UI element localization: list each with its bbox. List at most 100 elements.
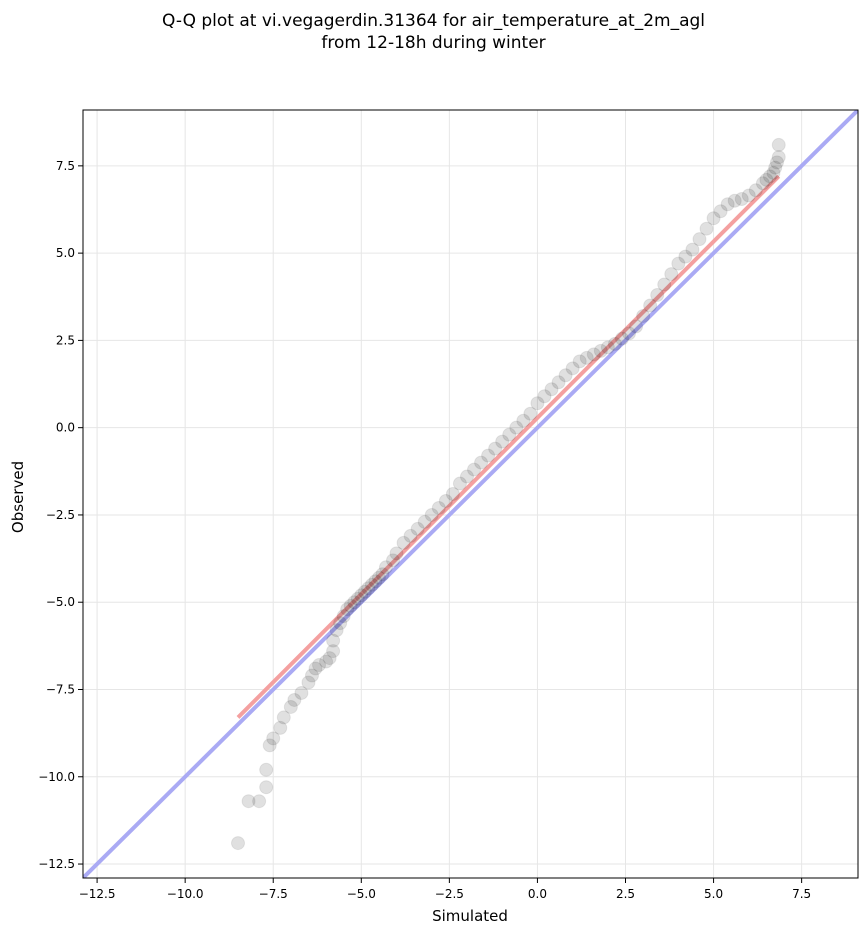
data-point [593,343,608,358]
x-tick-label: −5.0 [347,887,376,901]
reference-line [83,110,858,878]
data-point [488,441,503,456]
data-point [287,692,302,707]
data-point [452,476,467,491]
data-point [326,633,341,648]
data-point [378,560,393,575]
data-point [685,242,700,257]
data-point [678,249,693,264]
data-point [231,836,245,851]
data-point [586,347,601,362]
y-tick-label: 5.0 [56,246,75,260]
data-point [259,780,274,795]
data-point [771,137,786,152]
data-point [551,375,566,390]
data-point [410,521,425,536]
fit-line [236,174,781,719]
data-point [438,493,453,508]
y-tick-label: −2.5 [46,508,75,522]
x-tick-label: 0.0 [528,887,547,901]
data-point [671,256,686,271]
lines [83,110,858,878]
data-point [600,340,615,355]
grid [83,110,858,878]
data-point [336,609,351,624]
y-tick-label: 7.5 [56,159,75,173]
data-point [769,155,784,170]
x-tick-label: −2.5 [435,887,464,901]
data-point [371,570,386,585]
data-point [357,584,372,599]
data-point [629,319,644,334]
data-point [650,288,665,303]
data-point [350,591,365,606]
data-point [347,595,362,610]
data-point [329,623,344,638]
data-point [734,192,749,207]
data-point [361,581,376,596]
data-point [768,160,783,175]
data-point [308,661,323,676]
data-point [643,298,658,313]
chart-title-line-1: Q-Q plot at vi.vegagerdin.31364 for air_… [161,11,706,31]
data-point [502,427,517,442]
data-point [755,176,770,191]
x-tick-label: −12.5 [79,887,116,901]
x-tick-label: 5.0 [704,887,723,901]
data-point [699,221,714,236]
data-point [692,232,707,247]
x-tick-label: 2.5 [616,887,635,901]
data-point [516,413,531,428]
data-point [579,350,594,365]
data-point [544,382,559,397]
data-point [530,396,545,411]
data-point [759,172,774,187]
y-axis: −12.5 −10.0 −7.5 −5.0 −2.5 0.0 2.5 5.0 7.5 [38,159,83,871]
data-points [231,137,786,851]
y-tick-label: 0.0 [56,421,75,435]
data-point [403,528,418,543]
data-point [262,738,277,753]
data-point [301,675,316,690]
data-point [622,326,637,341]
x-tick-label: −10.0 [167,887,204,901]
data-point [424,507,439,522]
data-point [417,514,432,529]
data-point [636,308,651,323]
plot-frame [82,109,859,879]
data-point [657,277,672,292]
data-point [523,406,538,421]
data-point [312,658,327,673]
data-point [396,535,411,550]
data-point [474,455,489,470]
data-point [572,354,587,369]
data-point [614,331,629,346]
data-point [273,720,288,735]
data-point [727,193,742,208]
y-tick-label: −5.0 [46,595,75,609]
y-tick-label: 2.5 [56,333,75,347]
data-point [266,731,281,746]
x-axis: −12.5 −10.0 −7.5 −5.0 −2.5 0.0 2.5 5.0 7.5 [79,878,811,901]
data-point [322,651,337,666]
data-point [319,654,334,669]
data-point [706,211,721,226]
data-point [762,169,777,184]
data-point [340,602,355,617]
data-point [741,188,756,203]
data-point [354,588,369,603]
x-tick-label: 7.5 [792,887,811,901]
data-point [664,267,679,282]
data-point [259,762,274,777]
data-point [771,150,786,165]
data-point [459,469,474,484]
data-point [495,434,510,449]
data-point [304,668,319,683]
data-point [364,577,379,592]
data-point [283,699,298,714]
data-point [713,204,728,219]
chart-title-line-2: from 12-18h during winter [321,33,546,53]
data-point [431,500,446,515]
data-point [375,567,390,582]
x-tick-label: −7.5 [259,887,288,901]
